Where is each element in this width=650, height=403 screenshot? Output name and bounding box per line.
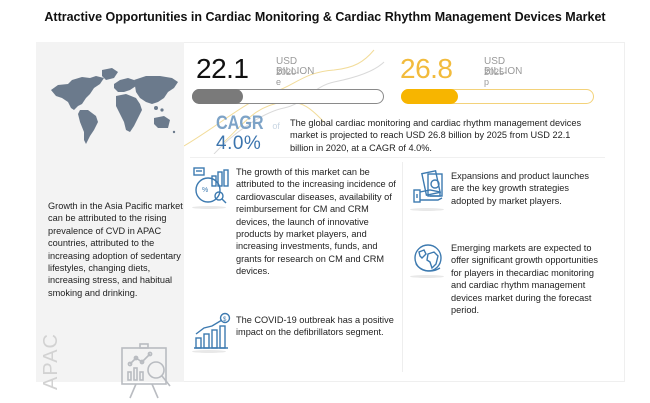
market-summary: The global cardiac monitoring and cardia… bbox=[290, 118, 582, 153]
market-analysis-icon: % bbox=[193, 167, 229, 204]
card-text: The COVID-19 outbreak has a positive imp… bbox=[236, 315, 394, 338]
progress-bar-2020 bbox=[192, 89, 384, 104]
stat-value: 26.8 bbox=[400, 53, 453, 84]
stat-2025: 26.8 USD BILLION 2025-p bbox=[400, 53, 522, 88]
card-text: Expansions and product launches are the … bbox=[451, 171, 589, 206]
card-text: The growth of this market can be attribu… bbox=[236, 167, 396, 277]
stat-unit: USD BILLION bbox=[276, 56, 315, 77]
apac-description: Growth in the Asia Pacific market can be… bbox=[48, 201, 183, 298]
page-title: Attractive Opportunities in Cardiac Moni… bbox=[44, 10, 606, 24]
money-hand-icon bbox=[413, 169, 443, 203]
globe-icon bbox=[414, 244, 442, 272]
icon-shadow bbox=[410, 275, 444, 278]
world-map-icon bbox=[51, 68, 178, 144]
growth-chart-dollar-icon: $ bbox=[194, 312, 231, 349]
stat-2020: 22.1 USD BILLION 2020-e bbox=[196, 53, 314, 88]
stat-value: 22.1 bbox=[196, 53, 249, 84]
progress-fill bbox=[401, 89, 459, 104]
svg-text:$: $ bbox=[223, 317, 227, 323]
apac-panel: Growth in the Asia Pacific market can be… bbox=[36, 42, 184, 399]
cagr-block: CAGR of 4.0% bbox=[216, 114, 280, 154]
cagr-value: 4.0% bbox=[216, 133, 262, 154]
stat-unit: USD BILLION bbox=[484, 56, 523, 77]
cagr-label: CAGR bbox=[216, 113, 264, 134]
icon-shadow bbox=[192, 206, 226, 209]
svg-text:%: % bbox=[202, 187, 208, 194]
progress-fill bbox=[192, 89, 244, 104]
cagr-of: of bbox=[272, 121, 280, 131]
card-text: Emerging markets are expected to offer s… bbox=[451, 243, 598, 316]
market-size-stats: 22.1 USD BILLION 2020-e 26.8 USD BILLION… bbox=[184, 42, 624, 154]
divider bbox=[190, 157, 605, 158]
apac-label: APAC bbox=[40, 333, 62, 391]
presentation-analytics-icon bbox=[121, 343, 171, 399]
stat-year: 2020-e bbox=[276, 67, 300, 87]
progress-bar-2025 bbox=[401, 89, 594, 104]
divider bbox=[402, 162, 403, 372]
icon-shadow bbox=[192, 350, 226, 353]
icon-shadow bbox=[410, 208, 444, 211]
stat-year: 2025-p bbox=[484, 67, 508, 87]
